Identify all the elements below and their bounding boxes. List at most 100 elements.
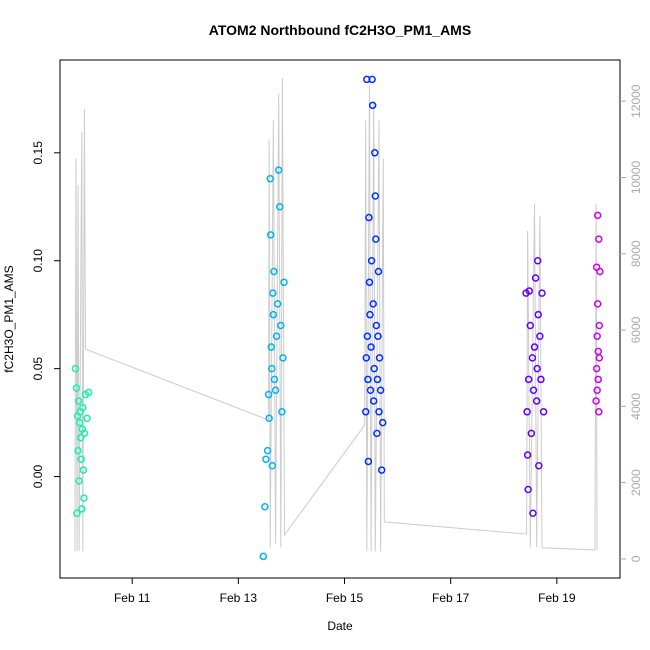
point bbox=[80, 494, 88, 502]
y2-tick-label: 4000 bbox=[629, 393, 643, 420]
point bbox=[525, 287, 533, 295]
point bbox=[265, 414, 273, 423]
point bbox=[270, 375, 279, 384]
point bbox=[375, 408, 383, 416]
point bbox=[263, 446, 272, 455]
point bbox=[531, 274, 540, 282]
x-tick-label: Feb 19 bbox=[538, 591, 576, 605]
point bbox=[368, 101, 377, 110]
point bbox=[595, 321, 604, 330]
point bbox=[592, 364, 601, 373]
point bbox=[78, 505, 86, 513]
plot-frame bbox=[59, 59, 621, 579]
point bbox=[79, 466, 88, 474]
point bbox=[273, 300, 282, 308]
point bbox=[376, 386, 385, 394]
point bbox=[529, 509, 537, 517]
point bbox=[594, 375, 602, 384]
point bbox=[262, 455, 270, 464]
point bbox=[366, 310, 374, 319]
point bbox=[272, 332, 281, 341]
x-tick-label: Feb 13 bbox=[220, 591, 258, 605]
y2-tick-label: 10000 bbox=[629, 160, 643, 194]
point bbox=[75, 418, 84, 427]
point bbox=[533, 256, 542, 265]
point bbox=[523, 408, 531, 416]
point bbox=[71, 364, 80, 373]
point bbox=[595, 408, 603, 416]
point bbox=[593, 386, 601, 394]
point bbox=[363, 332, 372, 341]
point bbox=[72, 384, 81, 392]
point bbox=[268, 462, 277, 470]
point bbox=[269, 310, 278, 319]
y2-tick-label: 2000 bbox=[629, 469, 643, 496]
line bbox=[74, 78, 598, 552]
y2-tick-label: 0 bbox=[629, 555, 643, 562]
point bbox=[372, 321, 381, 330]
point bbox=[267, 343, 276, 351]
point bbox=[362, 354, 371, 362]
point bbox=[373, 429, 381, 438]
y-tick-label: 0.10 bbox=[31, 249, 45, 273]
point bbox=[73, 509, 81, 517]
point bbox=[374, 332, 382, 341]
point bbox=[524, 375, 533, 384]
point bbox=[592, 397, 600, 405]
y2-tick-label: 6000 bbox=[629, 316, 643, 343]
y2-tick-label: 8000 bbox=[629, 240, 643, 267]
point bbox=[77, 455, 85, 464]
point bbox=[280, 278, 288, 287]
point bbox=[365, 278, 374, 287]
point bbox=[524, 485, 532, 494]
point bbox=[266, 231, 275, 239]
point bbox=[371, 192, 380, 200]
point bbox=[259, 552, 268, 561]
y-tick-label: 0.00 bbox=[31, 465, 45, 489]
point bbox=[370, 364, 378, 373]
y-tick-label: 0.15 bbox=[31, 141, 45, 165]
point bbox=[378, 418, 387, 427]
point bbox=[377, 466, 386, 474]
point bbox=[270, 267, 278, 276]
point bbox=[536, 332, 544, 341]
point bbox=[79, 403, 87, 412]
point bbox=[593, 211, 602, 220]
point bbox=[266, 174, 274, 183]
point bbox=[373, 375, 382, 384]
point bbox=[367, 343, 375, 351]
point bbox=[528, 354, 537, 362]
point bbox=[595, 354, 604, 362]
point bbox=[593, 332, 601, 341]
point bbox=[538, 289, 546, 297]
point bbox=[372, 235, 380, 243]
point bbox=[529, 386, 538, 394]
point bbox=[261, 503, 269, 511]
point bbox=[268, 364, 276, 373]
point bbox=[278, 408, 286, 416]
point bbox=[83, 414, 91, 423]
y-tick-label: 0.05 bbox=[31, 357, 45, 381]
point bbox=[375, 354, 384, 362]
point bbox=[84, 388, 93, 397]
point bbox=[533, 364, 541, 373]
point bbox=[279, 354, 287, 362]
point bbox=[527, 429, 536, 438]
point bbox=[535, 462, 543, 470]
x-tick-label: Feb 11 bbox=[114, 591, 151, 605]
point bbox=[364, 375, 372, 384]
point bbox=[365, 213, 373, 222]
point bbox=[277, 321, 285, 330]
y2-tick-label: 12000 bbox=[629, 84, 643, 118]
point bbox=[364, 457, 373, 466]
point bbox=[75, 477, 83, 485]
point bbox=[537, 375, 545, 384]
point bbox=[530, 343, 539, 351]
point bbox=[595, 235, 603, 243]
point bbox=[264, 390, 273, 399]
point bbox=[534, 310, 543, 319]
point bbox=[76, 433, 85, 442]
point bbox=[374, 267, 383, 276]
x-axis-label: Date bbox=[327, 619, 353, 633]
point bbox=[361, 408, 370, 416]
